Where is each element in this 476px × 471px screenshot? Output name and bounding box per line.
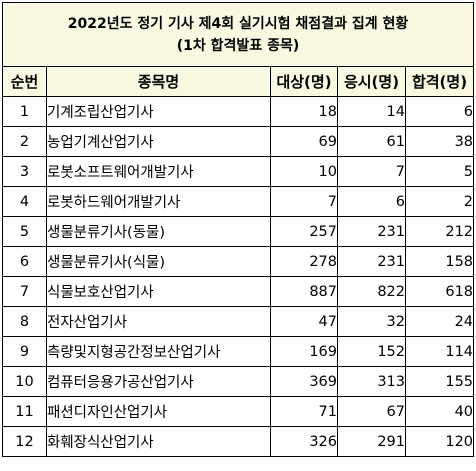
cell-applied: 313 xyxy=(337,366,406,397)
cell-target: 326 xyxy=(270,426,338,457)
header-applied: 응시(명) xyxy=(337,66,406,97)
cell-passed: 618 xyxy=(404,276,475,307)
cell-no: 10 xyxy=(2,366,47,397)
table-row: 10 컴퓨터응용가공산업기사 369 313 155 xyxy=(2,366,475,397)
header-name: 종목명 xyxy=(46,66,271,97)
table-row: 8 전자산업기사 47 32 24 xyxy=(2,306,475,337)
header-target: 대상(명) xyxy=(270,66,338,97)
cell-no: 4 xyxy=(2,186,47,217)
cell-applied: 32 xyxy=(337,306,406,337)
header-row: 순번 종목명 대상(명) 응시(명) 합격(명) xyxy=(2,66,475,97)
cell-no: 7 xyxy=(2,276,47,307)
cell-name: 생물분류기사(동물) xyxy=(46,216,271,247)
cell-passed: 158 xyxy=(404,246,475,277)
cell-target: 369 xyxy=(270,366,338,397)
table-row: 5 생물분류기사(동물) 257 231 212 xyxy=(2,216,475,247)
cell-applied: 822 xyxy=(337,276,406,307)
table-row: 11 패션디자인산업기사 71 67 40 xyxy=(2,396,475,427)
cell-target: 278 xyxy=(270,246,338,277)
cell-target: 169 xyxy=(270,336,338,367)
cell-target: 18 xyxy=(270,96,338,127)
cell-passed: 40 xyxy=(404,396,475,427)
cell-name: 로봇소프트웨어개발기사 xyxy=(46,156,271,187)
table-row: 4 로봇하드웨어개발기사 7 6 2 xyxy=(2,186,475,217)
cell-no: 3 xyxy=(2,156,47,187)
cell-no: 2 xyxy=(2,126,47,157)
title-main: 2022년도 정기 기사 제4회 실기시험 채점결과 집계 현황 xyxy=(67,15,409,32)
cell-passed: 38 xyxy=(404,126,475,157)
cell-applied: 291 xyxy=(337,426,406,457)
table-title: 2022년도 정기 기사 제4회 실기시험 채점결과 집계 현황 (1차 합격발… xyxy=(1,2,475,67)
cell-passed: 120 xyxy=(404,426,475,457)
cell-no: 6 xyxy=(2,246,47,277)
cell-passed: 114 xyxy=(404,336,475,367)
cell-passed: 24 xyxy=(404,306,475,337)
cell-applied: 231 xyxy=(337,216,406,247)
cell-name: 화훼장식산업기사 xyxy=(46,426,271,457)
cell-applied: 152 xyxy=(337,336,406,367)
table-row: 12 화훼장식산업기사 326 291 120 xyxy=(2,426,475,457)
title-sub: (1차 합격발표 종목) xyxy=(176,37,300,54)
cell-no: 12 xyxy=(2,426,47,457)
cell-name: 식물보호산업기사 xyxy=(46,276,271,307)
cell-passed: 6 xyxy=(404,96,475,127)
cell-target: 7 xyxy=(270,186,338,217)
cell-applied: 231 xyxy=(337,246,406,277)
table-row: 1 기계조립산업기사 18 14 6 xyxy=(2,96,475,127)
table-row: 9 측량및지형공간정보산업기사 169 152 114 xyxy=(2,336,475,367)
table-row: 2 농업기계산업기사 69 61 38 xyxy=(2,126,475,157)
cell-name: 패션디자인산업기사 xyxy=(46,396,271,427)
cell-name: 측량및지형공간정보산업기사 xyxy=(46,336,271,367)
cell-no: 5 xyxy=(2,216,47,247)
cell-target: 71 xyxy=(270,396,338,427)
cell-passed: 2 xyxy=(404,186,475,217)
cell-applied: 61 xyxy=(337,126,406,157)
cell-applied: 67 xyxy=(337,396,406,427)
cell-no: 9 xyxy=(2,336,47,367)
cell-passed: 212 xyxy=(404,216,475,247)
header-passed: 합격(명) xyxy=(404,66,475,97)
cell-no: 11 xyxy=(2,396,47,427)
cell-name: 농업기계산업기사 xyxy=(46,126,271,157)
cell-name: 전자산업기사 xyxy=(46,306,271,337)
cell-applied: 7 xyxy=(337,156,406,187)
cell-no: 1 xyxy=(2,96,47,127)
cell-passed: 155 xyxy=(404,366,475,397)
cell-name: 기계조립산업기사 xyxy=(46,96,271,127)
cell-target: 10 xyxy=(270,156,338,187)
cell-target: 69 xyxy=(270,126,338,157)
cell-target: 47 xyxy=(270,306,338,337)
results-table: 2022년도 정기 기사 제4회 실기시험 채점결과 집계 현황 (1차 합격발… xyxy=(1,2,475,457)
cell-name: 로봇하드웨어개발기사 xyxy=(46,186,271,217)
table-row: 6 생물분류기사(식물) 278 231 158 xyxy=(2,246,475,277)
cell-name: 생물분류기사(식물) xyxy=(46,246,271,277)
cell-passed: 5 xyxy=(404,156,475,187)
cell-name: 컴퓨터응용가공산업기사 xyxy=(46,366,271,397)
cell-target: 257 xyxy=(270,216,338,247)
header-no: 순번 xyxy=(2,66,47,97)
cell-applied: 6 xyxy=(337,186,406,217)
table-row: 7 식물보호산업기사 887 822 618 xyxy=(2,276,475,307)
cell-no: 8 xyxy=(2,306,47,337)
cell-applied: 14 xyxy=(337,96,406,127)
table-row: 3 로봇소프트웨어개발기사 10 7 5 xyxy=(2,156,475,187)
cell-target: 887 xyxy=(270,276,338,307)
